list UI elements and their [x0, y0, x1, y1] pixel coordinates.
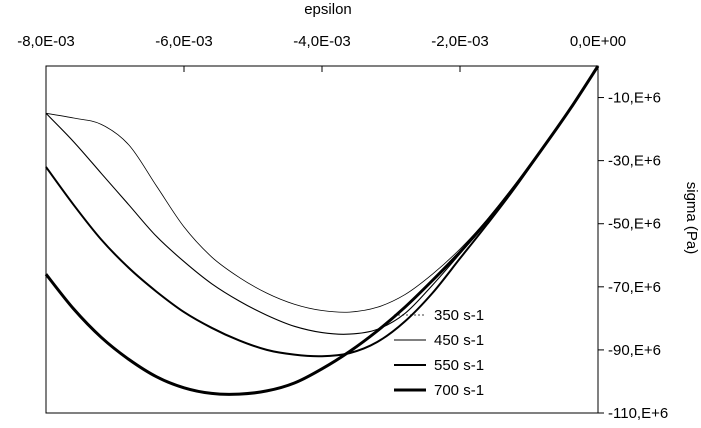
x-tick-label: -2,0E-03: [431, 33, 489, 50]
y-axis-title: sigma (Pa): [683, 182, 700, 255]
x-tick-label: 0,0E+00: [570, 33, 626, 50]
legend-label: 450 s-1: [434, 332, 484, 349]
x-tick-label: -8,0E-03: [17, 33, 75, 50]
y-tick-label: -30,E+6: [608, 153, 661, 170]
series-lines: [44, 65, 600, 396]
legend-label: 350 s-1: [434, 307, 484, 324]
x-axis-title: epsilon: [304, 1, 352, 18]
legend-label: 700 s-1: [434, 382, 484, 399]
legend-label: 550 s-1: [434, 357, 484, 374]
x-axis: -8,0E-03 -6,0E-03 -4,0E-03 -2,0E-03 0,0E+00: [17, 33, 626, 72]
series-line-4: [44, 65, 600, 396]
y-axis: -10,E+6 -30,E+6 -50,E+6 -70,E+6 -90,E+6 -110,…: [598, 90, 668, 422]
y-tick-label: -90,E+6: [608, 342, 661, 359]
x-tick-label: -4,0E-03: [293, 33, 351, 50]
y-tick-label: -110,E+6: [608, 405, 668, 422]
y-tick-label: -10,E+6: [608, 90, 661, 107]
series-line-1: [45, 65, 599, 313]
y-tick-label: -70,E+6: [608, 279, 661, 296]
x-tick-label: -6,0E-03: [155, 33, 213, 50]
series-line-3: [45, 65, 599, 358]
series-line-2: [45, 65, 599, 335]
legend: 350 s-1 450 s-1 550 s-1 700 s-1: [394, 307, 484, 399]
y-tick-label: -50,E+6: [608, 216, 661, 233]
